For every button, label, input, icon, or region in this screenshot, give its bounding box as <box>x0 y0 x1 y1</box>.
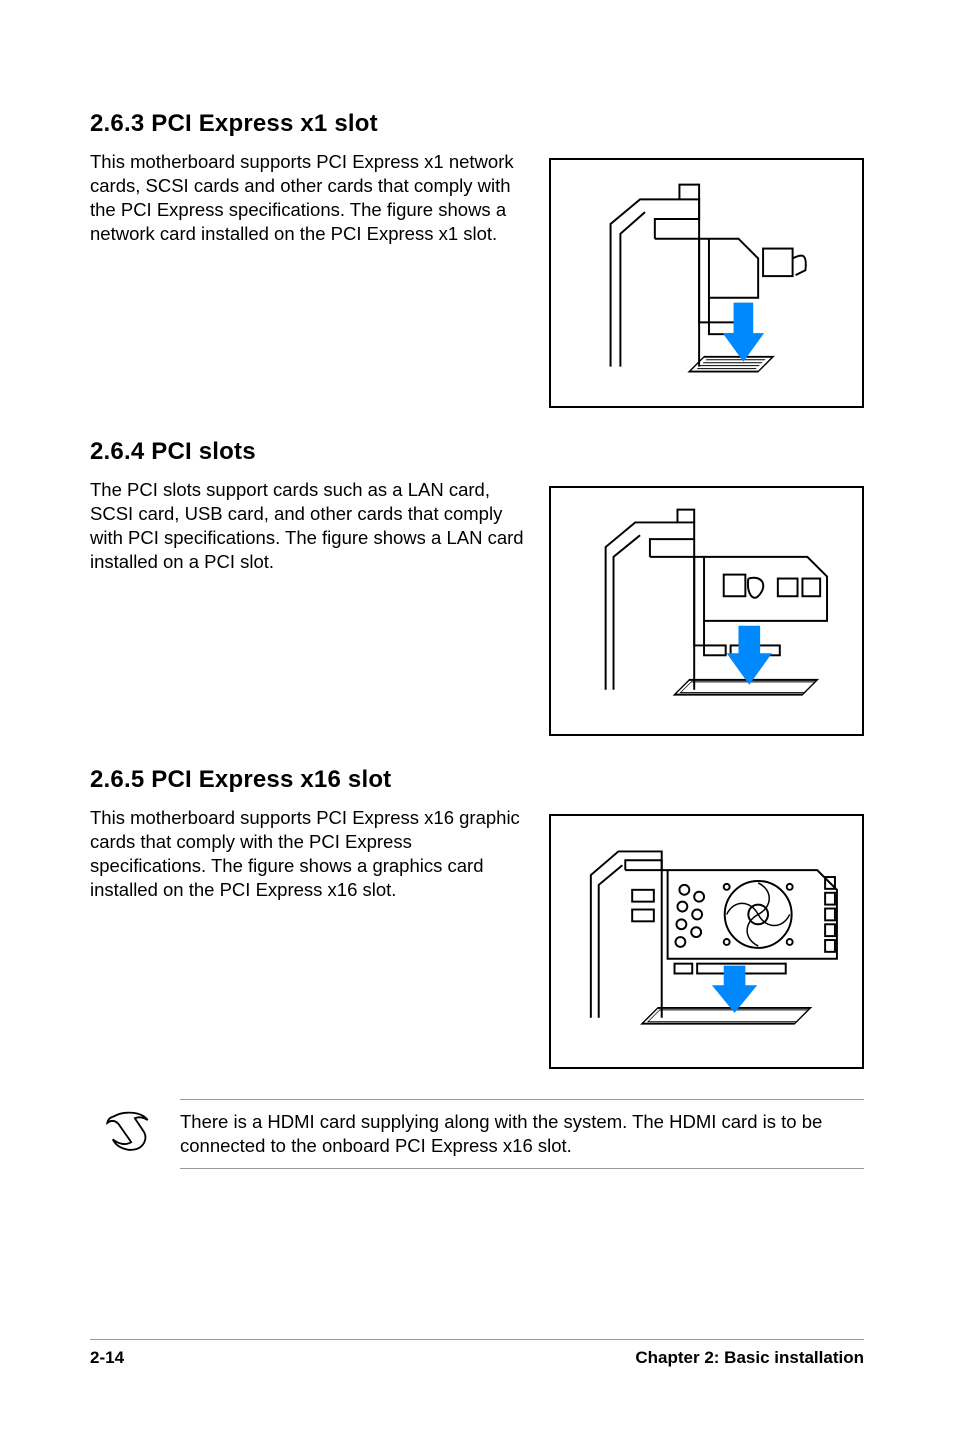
page-footer: 2-14 Chapter 2: Basic installation <box>90 1339 864 1368</box>
body-pcie-x1: This motherboard supports PCI Express x1… <box>90 150 524 246</box>
text-col: 2.6.4 PCI slots The PCI slots support ca… <box>90 438 524 574</box>
figure-pcie-x1 <box>549 158 864 408</box>
figure-pci <box>549 486 864 736</box>
pcie-x1-illustration <box>551 160 862 406</box>
pci-illustration <box>551 488 862 734</box>
chapter-label: Chapter 2: Basic installation <box>635 1348 864 1368</box>
heading-pcie-x16: 2.6.5 PCI Express x16 slot <box>90 766 524 794</box>
section-pci: 2.6.4 PCI slots The PCI slots support ca… <box>90 438 864 736</box>
page-number: 2-14 <box>90 1348 124 1368</box>
body-pci: The PCI slots support cards such as a LA… <box>90 478 524 574</box>
heading-pcie-x1: 2.6.3 PCI Express x1 slot <box>90 110 524 138</box>
arrow-icon <box>723 303 764 362</box>
text-col: 2.6.3 PCI Express x1 slot This motherboa… <box>90 110 524 246</box>
figure-pcie-x16 <box>549 814 864 1069</box>
section-pcie-x16: 2.6.5 PCI Express x16 slot This motherbo… <box>90 766 864 1069</box>
body-pcie-x16: This motherboard supports PCI Express x1… <box>90 806 524 902</box>
arrow-icon <box>727 626 772 685</box>
note-icon <box>100 1099 155 1155</box>
pcie-x16-illustration <box>551 816 862 1067</box>
section-pcie-x1: 2.6.3 PCI Express x1 slot This motherboa… <box>90 110 864 408</box>
note-text: There is a HDMI card supplying along wit… <box>180 1110 864 1158</box>
note: There is a HDMI card supplying along wit… <box>90 1099 864 1169</box>
heading-pci: 2.6.4 PCI slots <box>90 438 524 466</box>
text-col: 2.6.5 PCI Express x16 slot This motherbo… <box>90 766 524 902</box>
note-body: There is a HDMI card supplying along wit… <box>180 1099 864 1169</box>
